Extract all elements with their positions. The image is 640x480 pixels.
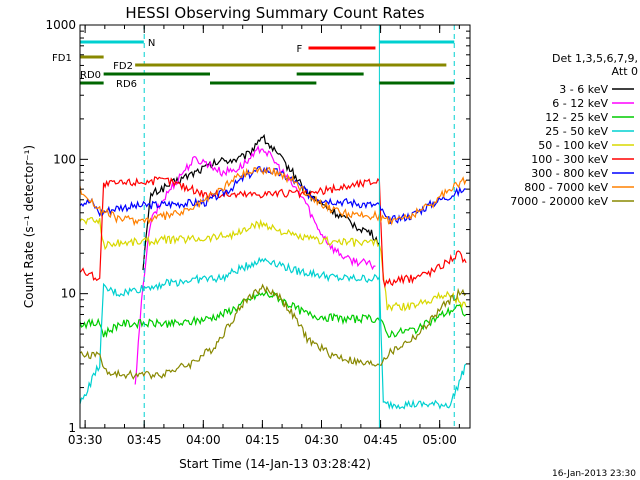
series-line	[79, 283, 467, 380]
series-line	[79, 256, 467, 410]
legend-label: 300 - 800 keV	[531, 167, 608, 180]
timestamp-footer: 16-Jan-2013 23:30	[552, 469, 636, 479]
x-tick-label: 05:00	[422, 433, 457, 447]
chart-title: HESSI Observing Summary Count Rates	[125, 4, 424, 22]
series-line	[134, 145, 376, 385]
legend-label: 12 - 25 keV	[545, 111, 608, 124]
series-line	[79, 166, 467, 227]
flag-bar-label: RD0	[80, 70, 101, 81]
series-line	[79, 216, 467, 312]
series-line	[79, 290, 467, 339]
legend-label: 25 - 50 keV	[545, 125, 608, 138]
flag-bar-label: FD1	[52, 53, 72, 64]
series-layer	[79, 25, 467, 428]
y-axis-label: Count Rate (s⁻¹ detector⁻¹)	[22, 145, 36, 308]
y-tick-label: 10	[61, 287, 76, 301]
legend-label: 3 - 6 keV	[559, 83, 608, 96]
flag-bars: N F FD1 FD2 RD0 RD6	[52, 38, 455, 90]
x-tick-label: 04:45	[363, 433, 398, 447]
legend-label: 7000 - 20000 keV	[510, 195, 608, 208]
x-tick-label: 03:30	[68, 433, 103, 447]
series-line	[79, 176, 467, 289]
legend-header: Att 0	[612, 65, 638, 78]
legend-label: 800 - 7000 keV	[524, 181, 608, 194]
flag-bar-label: N	[148, 38, 155, 49]
x-tick-label: 04:30	[304, 433, 339, 447]
flag-bar-label: FD2	[113, 61, 133, 72]
legend-label: 50 - 100 keV	[538, 139, 608, 152]
x-tick-label: 04:15	[245, 433, 280, 447]
legend-header: Det 1,3,5,6,7,9,	[552, 52, 638, 65]
x-axis-label: Start Time (14-Jan-13 03:28:42)	[179, 457, 371, 471]
axes: 03:30 03:45 04:00 04:15 04:30 04:45 05:00 1 10 10…	[45, 18, 471, 447]
y-tick-label: 1000	[45, 18, 76, 32]
flag-bar-label: F	[296, 44, 302, 55]
y-tick-label: 100	[53, 152, 76, 166]
x-tick-label: 04:00	[186, 433, 221, 447]
flag-bar-label: RD6	[116, 79, 137, 90]
legend-label: 6 - 12 keV	[552, 97, 608, 110]
series-line	[142, 133, 380, 271]
legend-label: 100 - 300 keV	[531, 153, 608, 166]
y-tick-label: 1	[68, 421, 76, 435]
x-tick-label: 03:45	[127, 433, 162, 447]
plot-frame	[79, 24, 471, 429]
